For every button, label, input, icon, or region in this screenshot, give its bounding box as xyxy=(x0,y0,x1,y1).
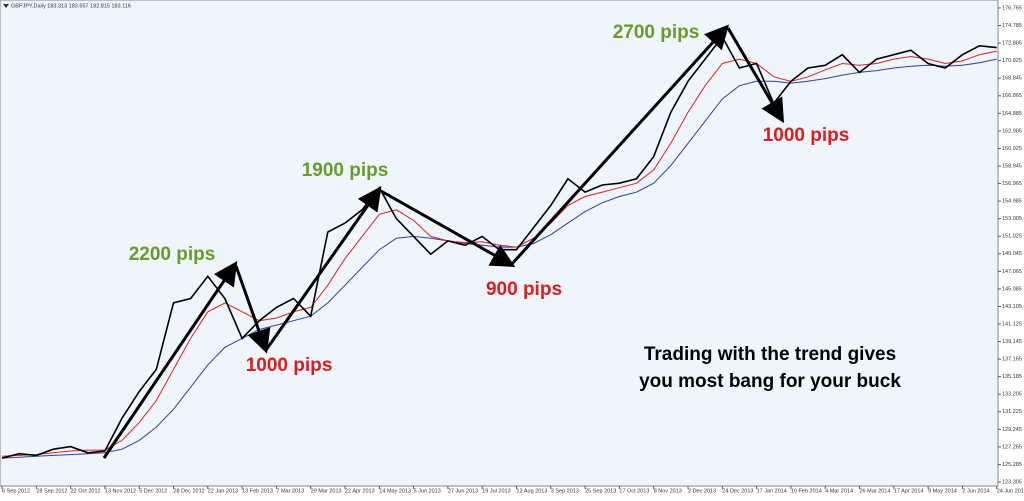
y-tick-label: 149.045 xyxy=(1002,251,1022,257)
plot-area xyxy=(0,0,999,487)
x-tick-label: 8 Nov 2013 xyxy=(654,488,682,494)
menu-icon xyxy=(3,4,9,8)
x-tick-label: 5 Jun 2013 xyxy=(414,488,441,494)
header: GBPJPY,Daily 183.313 183.657 182.815 183… xyxy=(11,3,131,9)
x-tick-label: 14 May 2013 xyxy=(379,488,411,494)
annotation: 900 pips xyxy=(486,279,562,300)
y-tick-label: 143.105 xyxy=(1002,304,1022,310)
y-tick-label: 172.805 xyxy=(1002,41,1022,47)
x-tick-label: 10 Feb 2014 xyxy=(791,488,822,494)
y-tick-label: 176.765 xyxy=(1002,5,1022,11)
x-tick-label: 13 Nov 2012 xyxy=(105,488,136,494)
x-tick-label: 26 Mar 2014 xyxy=(860,488,891,494)
annotation: 2700 pips xyxy=(613,22,700,43)
x-tick-label: 9 May 2014 xyxy=(928,488,957,494)
arrow xyxy=(509,24,730,267)
y-tick-label: 158.945 xyxy=(1002,163,1022,169)
x-tick-label: 22 Oct 2012 xyxy=(71,488,101,494)
y-tick-label: 154.985 xyxy=(1002,199,1022,205)
annotation: 1900 pips xyxy=(302,160,389,181)
x-tick-label: 27 Jun 2013 xyxy=(448,488,478,494)
y-tick-label: 168.845 xyxy=(1002,76,1022,82)
trend-arrows xyxy=(102,24,785,459)
y-tick-label: 166.865 xyxy=(1002,93,1022,99)
arrow xyxy=(380,189,516,267)
arrow xyxy=(726,27,785,124)
x-tick-label: 24 Jun 2014 xyxy=(997,488,1024,494)
y-tick-label: 153.005 xyxy=(1002,216,1022,222)
x-tick-label: 29 Mar 2013 xyxy=(311,488,342,494)
y-tick-label: 137.165 xyxy=(1002,357,1022,363)
arrow xyxy=(264,186,382,351)
y-tick-label: 164.885 xyxy=(1002,111,1022,117)
y-tick-label: 129.245 xyxy=(1002,427,1022,433)
note: Trading with the trend gives you most ban… xyxy=(639,344,901,392)
x-tick-label: 2 Dec 2013 xyxy=(688,488,716,494)
annotation: 1000 pips xyxy=(246,355,333,376)
annotation: 1000 pips xyxy=(763,125,850,146)
x-tick-label: 13 Feb 2013 xyxy=(242,488,273,494)
note-line: you most bang for your buck xyxy=(639,371,901,392)
y-tick-label: 147.065 xyxy=(1002,269,1022,275)
y-tick-label: 133.205 xyxy=(1002,392,1022,398)
arrow xyxy=(102,261,238,459)
x-tick-label: 28 Dec 2012 xyxy=(174,488,205,494)
x-tick-label: 3 Sep 2013 xyxy=(551,488,579,494)
y-tick-label: 145.085 xyxy=(1002,286,1022,292)
y-tick-label: 170.825 xyxy=(1002,58,1022,64)
y-tick-label: 135.185 xyxy=(1002,374,1022,380)
y-tick-label: 156.965 xyxy=(1002,181,1022,187)
arrow xyxy=(234,265,271,354)
x-tick-label: 22 Apr 2013 xyxy=(345,488,375,494)
y-tick-label: 139.145 xyxy=(1002,339,1022,345)
y-tick-label: 151.025 xyxy=(1002,234,1022,240)
x-tick-label: 17 Apr 2014 xyxy=(894,488,924,494)
x-tick-label: 4 Mar 2014 xyxy=(825,488,853,494)
x-tick-label: 17 Oct 2013 xyxy=(619,488,649,494)
y-tick-label: 131.225 xyxy=(1002,409,1022,415)
x-tick-label: 22 Jan 2013 xyxy=(208,488,238,494)
x-tick-label: 17 Jan 2014 xyxy=(757,488,787,494)
x-tick-label: 25 Sep 2013 xyxy=(585,488,616,494)
y-tick-label: 141.125 xyxy=(1002,321,1022,327)
y-tick-label: 160.925 xyxy=(1002,146,1022,152)
x-tick-label: 5 Dec 2012 xyxy=(139,488,167,494)
x-tick-label: 19 Jul 2013 xyxy=(482,488,510,494)
note-line: Trading with the trend gives xyxy=(644,344,896,365)
y-tick-label: 174.785 xyxy=(1002,23,1022,29)
y-tick-label: 162.905 xyxy=(1002,128,1022,134)
x-tick-label: 24 Dec 2013 xyxy=(722,488,753,494)
y-tick-label: 125.285 xyxy=(1002,462,1022,468)
x-tick-label: 7 Mar 2013 xyxy=(276,488,304,494)
y-tick-label: 127.265 xyxy=(1002,444,1022,450)
annotation: 2200 pips xyxy=(129,244,216,265)
y-tick-label: 123.305 xyxy=(1002,479,1022,485)
x-tick-label: 2 Jun 2014 xyxy=(962,488,989,494)
x-tick-label: 6 Sep 2012 xyxy=(2,488,30,494)
x-tick-label: 12 Aug 2013 xyxy=(517,488,548,494)
x-tick-label: 28 Sep 2012 xyxy=(36,488,67,494)
